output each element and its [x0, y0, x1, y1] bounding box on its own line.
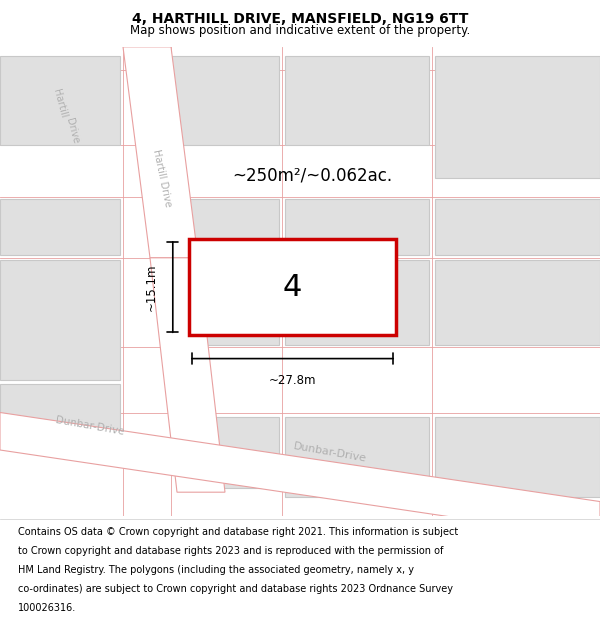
Polygon shape	[0, 412, 600, 539]
Text: 100026316.: 100026316.	[18, 603, 76, 613]
Polygon shape	[0, 384, 120, 445]
Text: Contains OS data © Crown copyright and database right 2021. This information is : Contains OS data © Crown copyright and d…	[18, 526, 458, 536]
Text: to Crown copyright and database rights 2023 and is reproduced with the permissio: to Crown copyright and database rights 2…	[18, 546, 443, 556]
Polygon shape	[285, 199, 429, 256]
Polygon shape	[189, 239, 396, 335]
Polygon shape	[150, 258, 225, 492]
Text: Drive: Drive	[64, 118, 80, 145]
Text: HM Land Registry. The polygons (including the associated geometry, namely x, y: HM Land Registry. The polygons (includin…	[18, 565, 414, 575]
Polygon shape	[171, 56, 279, 145]
Text: Hartill Drive: Hartill Drive	[151, 148, 173, 208]
Text: Dunbar-Drive: Dunbar-Drive	[293, 441, 367, 464]
Text: ~27.8m: ~27.8m	[269, 374, 316, 387]
Text: Hartill: Hartill	[52, 88, 68, 119]
Polygon shape	[285, 56, 429, 145]
Polygon shape	[123, 47, 198, 258]
Polygon shape	[0, 56, 120, 145]
Text: Map shows position and indicative extent of the property.: Map shows position and indicative extent…	[130, 24, 470, 36]
Polygon shape	[435, 260, 600, 344]
Polygon shape	[0, 199, 120, 256]
Text: ~250m²/~0.062ac.: ~250m²/~0.062ac.	[232, 167, 392, 185]
Polygon shape	[435, 418, 600, 497]
Polygon shape	[435, 199, 600, 256]
Polygon shape	[435, 56, 600, 178]
Polygon shape	[285, 418, 429, 497]
Polygon shape	[0, 260, 120, 379]
Text: co-ordinates) are subject to Crown copyright and database rights 2023 Ordnance S: co-ordinates) are subject to Crown copyr…	[18, 584, 453, 594]
Text: ~15.1m: ~15.1m	[145, 263, 158, 311]
Text: 4: 4	[283, 272, 302, 302]
Polygon shape	[204, 418, 279, 488]
Text: Dunbar-Drive: Dunbar-Drive	[55, 416, 125, 437]
Polygon shape	[285, 260, 429, 344]
Polygon shape	[174, 199, 279, 256]
Text: 4, HARTHILL DRIVE, MANSFIELD, NG19 6TT: 4, HARTHILL DRIVE, MANSFIELD, NG19 6TT	[132, 12, 468, 26]
Polygon shape	[174, 260, 279, 344]
